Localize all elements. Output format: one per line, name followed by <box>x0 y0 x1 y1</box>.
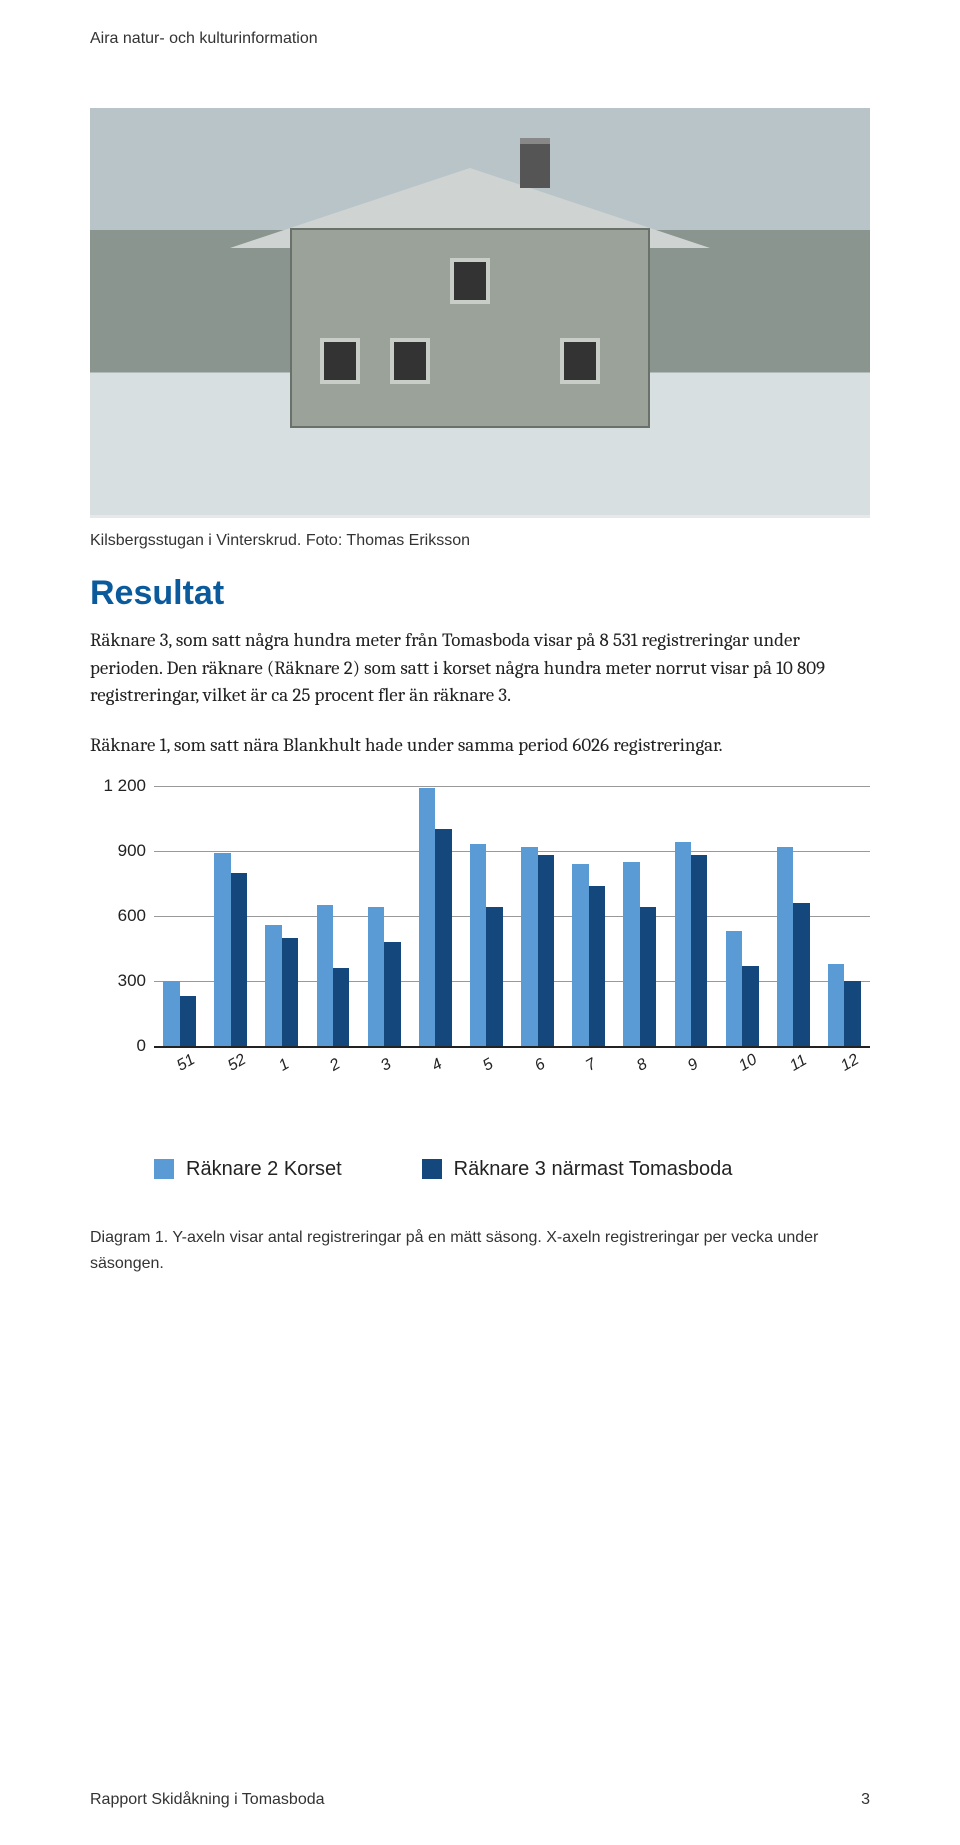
bar <box>435 829 451 1046</box>
bar-chart: 03006009001 200 5152123456789101112 <box>90 786 870 1086</box>
page-header: Aira natur- och kulturinformation <box>90 30 870 48</box>
x-tick-label: 3 <box>378 1055 395 1075</box>
bar <box>828 964 844 1046</box>
y-tick-label: 900 <box>90 841 146 861</box>
bar <box>265 925 281 1046</box>
bar <box>384 942 400 1046</box>
bar <box>691 855 707 1046</box>
hero-photo <box>90 108 870 518</box>
legend-item: Räknare 2 Korset <box>154 1158 342 1181</box>
bar <box>282 938 298 1046</box>
bar <box>470 844 486 1046</box>
x-tick-label: 1 <box>276 1055 293 1075</box>
footer-page-number: 3 <box>861 1791 870 1809</box>
bar <box>214 853 230 1046</box>
bar <box>844 981 860 1046</box>
bar <box>317 905 333 1046</box>
x-tick-label: 10 <box>736 1051 760 1075</box>
bar <box>368 907 384 1046</box>
x-tick-label: 7 <box>583 1055 600 1075</box>
bar <box>640 907 656 1046</box>
diagram-caption: Diagram 1. Y-axeln visar antal registrer… <box>90 1225 870 1276</box>
bar <box>419 788 435 1046</box>
bar <box>231 873 247 1046</box>
bar <box>538 855 554 1046</box>
y-tick-label: 0 <box>90 1036 146 1056</box>
y-tick-label: 600 <box>90 906 146 926</box>
paragraph-1: Räknare 3, som satt några hundra meter f… <box>90 627 870 710</box>
x-tick-label: 4 <box>429 1055 446 1075</box>
chart-legend: Räknare 2 Korset Räknare 3 närmast Tomasb… <box>90 1158 870 1181</box>
legend-swatch <box>154 1159 174 1179</box>
bar <box>521 847 537 1046</box>
legend-label: Räknare 2 Korset <box>186 1158 342 1181</box>
x-tick-label: 8 <box>634 1055 651 1075</box>
section-title: Resultat <box>90 574 870 613</box>
bar <box>589 886 605 1046</box>
bar <box>742 966 758 1046</box>
bar <box>180 996 196 1046</box>
paragraph-2: Räknare 1, som satt nära Blankhult hade … <box>90 732 870 760</box>
bar <box>623 862 639 1046</box>
bar <box>726 931 742 1046</box>
legend-swatch <box>422 1159 442 1179</box>
bar <box>163 981 179 1046</box>
x-tick-label: 51 <box>174 1051 198 1075</box>
x-tick-label: 2 <box>327 1055 344 1075</box>
y-tick-label: 300 <box>90 971 146 991</box>
photo-caption: Kilsbergsstugan i Vinterskrud. Foto: Tho… <box>90 532 870 550</box>
bar <box>486 907 502 1046</box>
legend-item: Räknare 3 närmast Tomasboda <box>422 1158 733 1181</box>
bar <box>777 847 793 1046</box>
y-tick-label: 1 200 <box>90 776 146 796</box>
x-tick-label: 5 <box>480 1055 497 1075</box>
bar <box>572 864 588 1046</box>
bar <box>675 842 691 1046</box>
bar <box>333 968 349 1046</box>
bar <box>793 903 809 1046</box>
x-tick-label: 6 <box>532 1055 549 1075</box>
x-tick-label: 12 <box>838 1051 862 1075</box>
x-tick-label: 11 <box>787 1052 810 1076</box>
x-tick-label: 9 <box>685 1055 702 1075</box>
legend-label: Räknare 3 närmast Tomasboda <box>454 1158 733 1181</box>
x-tick-label: 52 <box>225 1051 249 1075</box>
footer-left: Rapport Skidåkning i Tomasboda <box>90 1791 325 1809</box>
